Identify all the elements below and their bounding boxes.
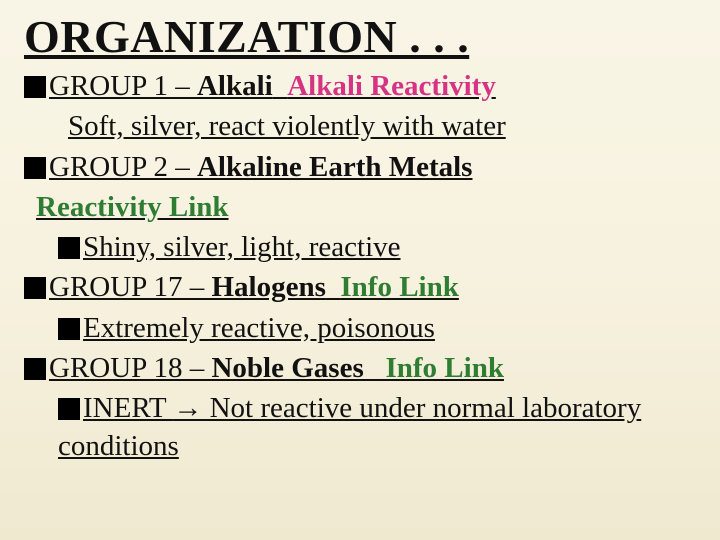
group-17-desc: Extremely reactive, poisonous [24, 309, 696, 347]
bullet-icon [24, 277, 46, 299]
arrow-icon: → [173, 392, 202, 424]
group-1-heading: GROUP 1 – Alkali Alkali Reactivity [24, 67, 696, 105]
group-18-link[interactable]: Info Link [385, 352, 503, 384]
group-17-heading: GROUP 17 – Halogens Info Link [24, 268, 696, 306]
group-2-link[interactable]: Reactivity Link [36, 191, 229, 223]
group-2-desc-text: Shiny, silver, light, reactive [83, 231, 401, 263]
group-1-desc: Soft, silver, react violently with water [24, 107, 696, 145]
group-2-heading: GROUP 2 – Alkaline Earth Metals [24, 148, 696, 186]
bullet-icon [24, 157, 46, 179]
group-18-heading: GROUP 18 – Noble Gases Info Link [24, 349, 696, 387]
group-1-link[interactable]: Alkali Reactivity [287, 70, 496, 102]
group-2-label: GROUP 2 – [49, 151, 197, 183]
bullet-icon [58, 398, 80, 420]
group-18-label: GROUP 18 – [49, 352, 211, 384]
bullet-icon [58, 237, 80, 259]
group-18-desc: INERT → Not reactive under normal labora… [24, 389, 696, 466]
group-17-link[interactable]: Info Link [340, 271, 458, 303]
group-1-name: Alkali [197, 70, 273, 102]
group-18-name: Noble Gases [211, 352, 371, 384]
group-17-desc-text: Extremely reactive, poisonous [83, 312, 435, 344]
bullet-icon [24, 358, 46, 380]
group-1-label: GROUP 1 – [49, 70, 197, 102]
group-17-label: GROUP 17 – [49, 271, 211, 303]
group-17-name: Halogens [211, 271, 325, 303]
bullet-icon [58, 318, 80, 340]
bullet-icon [24, 76, 46, 98]
group-2-link-row: Reactivity Link [24, 188, 696, 226]
group-2-name: Alkaline Earth Metals [197, 151, 473, 183]
slide-content: ORGANIZATION . . . GROUP 1 – Alkali Alka… [0, 0, 720, 466]
group-2-desc: Shiny, silver, light, reactive [24, 228, 696, 266]
slide-title: ORGANIZATION . . . [24, 10, 696, 63]
group-18-desc-lead: INERT [83, 392, 173, 424]
